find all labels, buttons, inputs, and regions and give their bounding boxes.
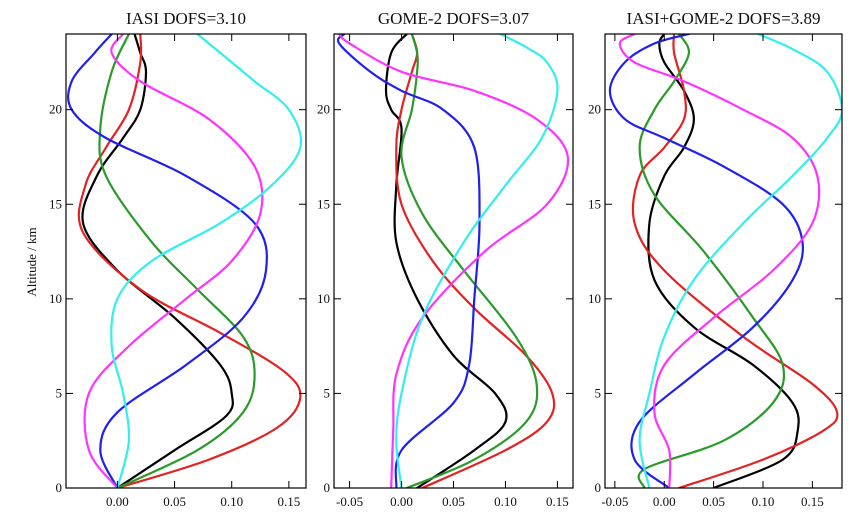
y-tick-label: 20 bbox=[49, 102, 62, 117]
kernel-line bbox=[395, 34, 559, 488]
panel-title: IASI+GOME-2 DOFS=3.89 bbox=[627, 9, 821, 28]
x-tick-label: 0.10 bbox=[752, 494, 775, 509]
kernel-line bbox=[77, 34, 302, 488]
kernel-line bbox=[631, 34, 839, 488]
plot-frame bbox=[604, 33, 843, 489]
kernel-line bbox=[647, 34, 800, 488]
y-tick-label: 20 bbox=[588, 102, 601, 117]
y-tick-label: 15 bbox=[49, 196, 62, 211]
x-tick-label: 0.00 bbox=[653, 494, 676, 509]
y-axis-label: Altitude / km bbox=[24, 227, 39, 296]
kernel-line bbox=[338, 34, 570, 488]
x-tick-label: 0.10 bbox=[494, 494, 517, 509]
y-tick-label: 5 bbox=[324, 385, 331, 400]
y-tick-label: 20 bbox=[317, 102, 330, 117]
x-tick-label: 0.10 bbox=[220, 494, 243, 509]
kernel-line bbox=[395, 34, 556, 488]
kernel-line bbox=[83, 34, 264, 488]
y-tick-label: 15 bbox=[317, 196, 330, 211]
kernel-line bbox=[618, 34, 821, 488]
x-tick-label: -0.05 bbox=[336, 494, 363, 509]
kernel-line bbox=[608, 34, 804, 488]
kernel-line bbox=[637, 34, 786, 488]
kernel-line bbox=[400, 34, 539, 488]
y-tick-label: 5 bbox=[595, 385, 602, 400]
y-tick-label: 0 bbox=[56, 480, 63, 495]
panel-title: IASI DOFS=3.10 bbox=[126, 9, 246, 28]
x-tick-label: 0.05 bbox=[442, 494, 465, 509]
kernel-line bbox=[336, 34, 481, 488]
x-tick-label: 0.00 bbox=[106, 494, 129, 509]
x-tick-label: 0.15 bbox=[277, 494, 300, 509]
plot-frame bbox=[65, 33, 307, 489]
x-tick-label: 0.05 bbox=[702, 494, 725, 509]
y-tick-label: 10 bbox=[49, 291, 62, 306]
y-tick-label: 5 bbox=[56, 385, 63, 400]
y-tick-label: 10 bbox=[588, 291, 601, 306]
y-tick-label: 15 bbox=[588, 196, 601, 211]
kernel-line bbox=[110, 34, 303, 488]
x-tick-label: 0.05 bbox=[163, 494, 186, 509]
x-tick-label: 0.15 bbox=[546, 494, 569, 509]
panel-title: GOME-2 DOFS=3.07 bbox=[378, 9, 530, 28]
y-tick-label: 10 bbox=[317, 291, 330, 306]
kernel-line bbox=[81, 34, 234, 488]
kernel-line bbox=[384, 34, 508, 488]
kernel-line bbox=[67, 34, 268, 488]
x-tick-label: 0.15 bbox=[801, 494, 824, 509]
y-tick-label: 0 bbox=[595, 480, 602, 495]
y-tick-label: 0 bbox=[324, 480, 331, 495]
x-tick-label: -0.05 bbox=[601, 494, 628, 509]
x-tick-label: 0.00 bbox=[390, 494, 413, 509]
kernel-line bbox=[638, 34, 842, 488]
